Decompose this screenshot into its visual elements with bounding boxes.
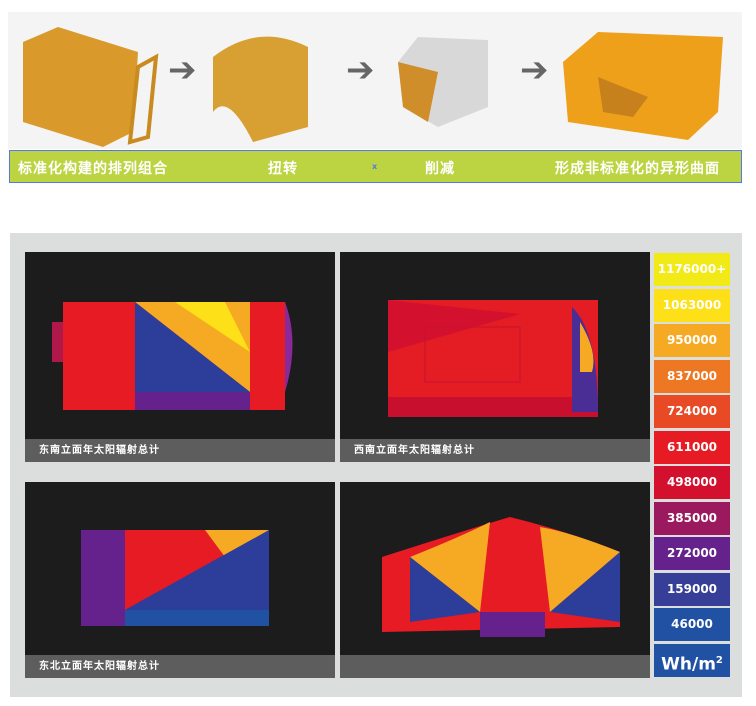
step3-image bbox=[398, 37, 488, 127]
legend-item: 498000 bbox=[654, 466, 730, 499]
process-illustration: ➔ ➔ ➔ bbox=[8, 12, 742, 149]
step-label: 扭转 bbox=[268, 161, 298, 177]
legend-item: 1176000+ bbox=[654, 253, 730, 286]
panel-label: 西南立面年太阳辐射总计 bbox=[340, 439, 650, 462]
legend-item: 385000 bbox=[654, 501, 730, 535]
panel-northwest bbox=[340, 482, 650, 678]
process-images bbox=[23, 27, 723, 147]
arrow-icon: ➔ bbox=[520, 50, 549, 90]
panel-southwest: 西南立面年太阳辐射总计 bbox=[340, 252, 650, 462]
panel-label bbox=[340, 655, 650, 678]
legend-item: 837000 bbox=[654, 359, 730, 393]
legend-item: 611000 bbox=[654, 430, 730, 464]
arrow-icon: ➔ bbox=[346, 50, 375, 90]
legend-item: 159000 bbox=[654, 572, 730, 606]
legend-item: 1063000 bbox=[654, 288, 730, 322]
panel-label: 东南立面年太阳辐射总计 bbox=[25, 439, 335, 462]
legend-item: 46000 bbox=[654, 608, 730, 641]
process-caption-bar: 标准化构建的排列组合 扭转 x 削减 形成非标准化的异形曲面 bbox=[9, 150, 742, 183]
step-label: 形成非标准化的异形曲面 bbox=[555, 161, 720, 177]
legend-item: 724000 bbox=[654, 395, 730, 428]
step-label: 标准化构建的排列组合 bbox=[18, 161, 168, 177]
southeast-elevation-render bbox=[52, 302, 293, 410]
panel-northeast: 东北立面年太阳辐射总计 bbox=[25, 482, 335, 678]
legend-item: 950000 bbox=[654, 324, 730, 357]
legend-item: 272000 bbox=[654, 537, 730, 570]
southwest-elevation-render bbox=[388, 300, 598, 417]
step2-image bbox=[213, 36, 308, 142]
northwest-elevation-render bbox=[382, 517, 620, 637]
unit-superscript: 2 bbox=[715, 654, 723, 666]
northeast-elevation-render bbox=[81, 530, 269, 626]
step4-image bbox=[563, 32, 723, 140]
panel-southeast: 东南立面年太阳辐射总计 bbox=[25, 252, 335, 462]
radiation-analysis: 东南立面年太阳辐射总计 西南立面年太阳辐射总计 东北立面年太阳辐射总计 1176… bbox=[10, 233, 742, 697]
step-label: 削减 bbox=[425, 161, 455, 177]
unit-text: Wh/m bbox=[661, 654, 716, 675]
step1-image bbox=[23, 27, 159, 147]
marker: x bbox=[372, 162, 379, 171]
arrow-icon: ➔ bbox=[168, 50, 197, 90]
legend-unit: Wh/m2 bbox=[654, 643, 730, 677]
panel-label: 东北立面年太阳辐射总计 bbox=[25, 655, 335, 678]
